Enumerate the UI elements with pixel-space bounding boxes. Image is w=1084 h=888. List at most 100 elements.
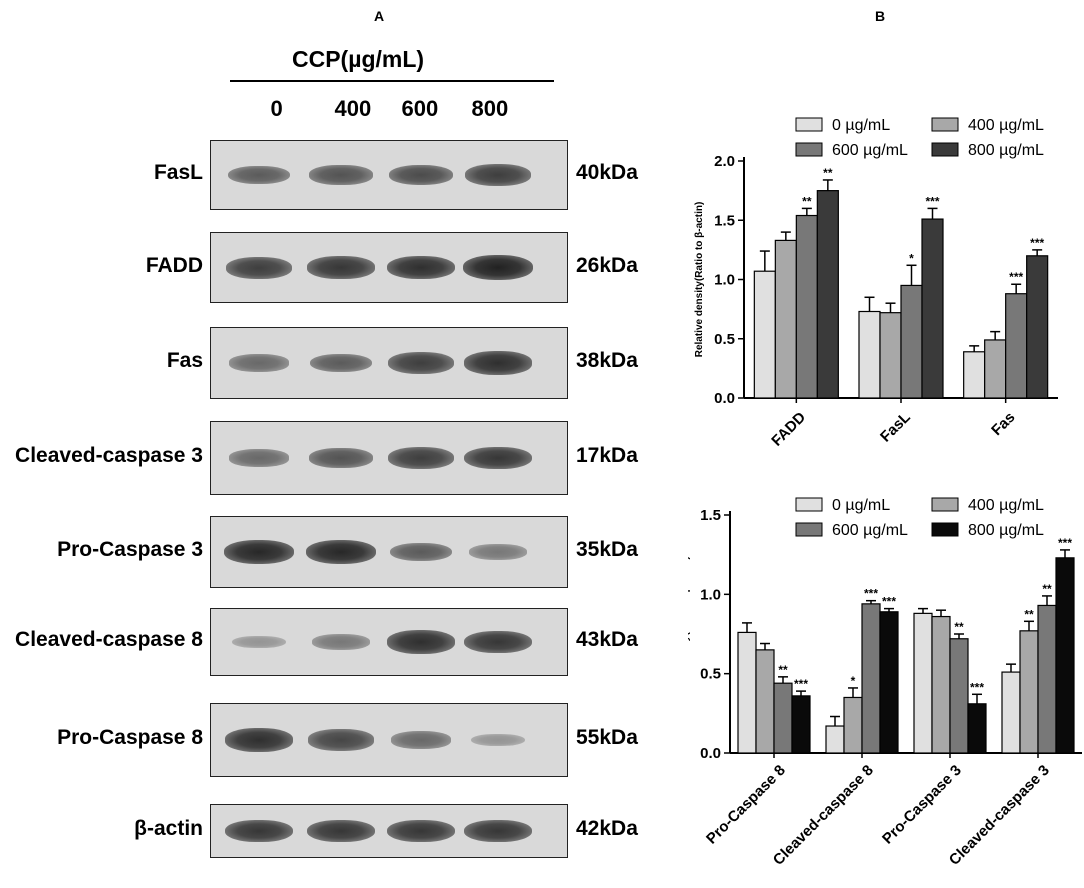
molecular-weight-label: 42kDa <box>576 817 638 840</box>
protein-band <box>464 819 532 843</box>
bar <box>900 284 923 399</box>
bar <box>879 611 899 754</box>
bar <box>913 612 933 754</box>
y-tick-label: 0.5 <box>700 666 721 683</box>
significance-marker: * <box>851 674 856 688</box>
bar <box>879 312 902 399</box>
concentration-label: 600 <box>401 96 439 121</box>
bar <box>963 351 986 399</box>
legend-swatch <box>795 522 823 537</box>
protein-band <box>464 630 532 654</box>
y-axis-label: Relative density(Ratio to β-actin) <box>694 202 705 358</box>
protein-band <box>307 256 375 279</box>
bar <box>737 631 757 754</box>
blot-membrane <box>210 608 568 676</box>
protein-band <box>312 634 370 650</box>
y-axis-label: Relative density(Ratio to β-actin) <box>688 556 691 712</box>
bar <box>921 218 944 399</box>
blot-label: Pro-Caspase 3 <box>57 538 203 561</box>
bar <box>1001 671 1021 754</box>
molecular-weight-label: 40kDa <box>576 161 638 184</box>
bar <box>931 615 951 754</box>
molecular-weight-label: 38kDa <box>576 349 638 372</box>
category-label: Pro-Caspase 8 <box>703 762 789 848</box>
y-tick-label: 1.0 <box>700 586 721 603</box>
legend-swatch <box>795 142 823 157</box>
bar <box>774 239 797 399</box>
protein-band <box>387 819 455 843</box>
protein-band <box>225 256 293 279</box>
molecular-weight-label: 43kDa <box>576 628 638 651</box>
y-tick-label: 1.5 <box>700 507 721 524</box>
y-tick-label: 0.0 <box>700 745 721 762</box>
bar <box>949 638 969 754</box>
significance-marker: *** <box>864 587 878 601</box>
treatment-underline <box>230 80 554 82</box>
bar <box>773 682 793 754</box>
bar <box>1055 557 1075 754</box>
protein-band <box>386 630 456 654</box>
panel-b-letter: B <box>875 8 886 24</box>
bar <box>967 703 987 754</box>
protein-band <box>232 635 286 649</box>
blot-label: FADD <box>145 253 203 277</box>
blot-membrane <box>210 232 568 303</box>
bar <box>755 649 775 754</box>
significance-marker: ** <box>954 620 964 634</box>
blot-membrane <box>210 804 568 858</box>
protein-band <box>307 819 375 843</box>
blot-membrane <box>210 516 568 588</box>
category-label: FADD <box>768 409 809 450</box>
protein-band <box>387 352 455 374</box>
protein-band <box>306 539 376 565</box>
legend-label: 400 µg/mL <box>968 497 1044 514</box>
significance-marker: ** <box>778 663 788 677</box>
protein-band <box>225 819 293 843</box>
y-tick-label: 2.0 <box>714 153 735 170</box>
protein-band <box>309 448 373 468</box>
blot-label: β-actin <box>134 817 203 840</box>
legend-label: 600 µg/mL <box>832 142 908 159</box>
protein-band <box>463 351 533 375</box>
bar <box>825 725 845 754</box>
blot-label: Pro-Caspase 8 <box>57 726 203 749</box>
concentration-label: 0 <box>270 96 283 121</box>
protein-band <box>391 731 451 749</box>
molecular-weight-label: 55kDa <box>576 726 638 749</box>
blot-membrane <box>210 703 568 777</box>
molecular-weight-label: 35kDa <box>576 538 638 561</box>
legend-label: 400 µg/mL <box>968 117 1044 134</box>
bar <box>843 696 863 754</box>
protein-band <box>224 728 294 752</box>
significance-marker: *** <box>925 194 939 208</box>
significance-marker: *** <box>1030 236 1044 250</box>
protein-band <box>387 447 455 469</box>
protein-band <box>224 539 294 565</box>
protein-band <box>308 729 374 751</box>
bar <box>1019 630 1039 754</box>
blot-membrane <box>210 327 568 399</box>
protein-band <box>389 542 453 562</box>
legend-swatch <box>931 522 959 537</box>
category-label: FasL <box>877 409 914 446</box>
significance-marker: * <box>909 251 914 265</box>
protein-band <box>471 733 525 747</box>
treatment-label: CCP(µg/mL) <box>292 46 425 72</box>
significance-marker: ** <box>1042 582 1052 596</box>
significance-marker: ** <box>823 166 833 180</box>
blot-label: Cleaved-caspase 8 <box>15 628 203 651</box>
legend-swatch <box>931 117 959 132</box>
category-label: Cleaved-caspase 8 <box>770 762 877 869</box>
protein-band <box>388 164 454 186</box>
bar <box>861 603 881 754</box>
protein-band <box>386 255 456 280</box>
category-label: Pro-Caspase 3 <box>879 762 965 848</box>
bar <box>795 214 818 399</box>
bar <box>753 270 776 399</box>
blot-label: FasL <box>153 161 203 184</box>
protein-band <box>469 544 527 560</box>
bar-chart-death-receptor: 0 µg/mL 400 µg/mL 600 µg/mL 800 µg/mL 0.0 0.5… <box>694 117 1058 450</box>
significance-marker: *** <box>970 680 984 694</box>
blot-membrane <box>210 140 568 210</box>
molecular-weight-label: 17kDa <box>576 444 638 467</box>
